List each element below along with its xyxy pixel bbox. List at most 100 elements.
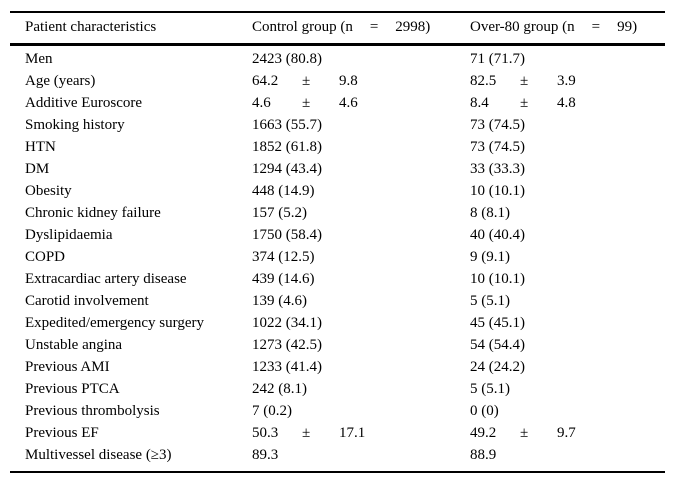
mean-value: 82.5 — [470, 72, 497, 89]
over80-value: 49.2 ±9.7 — [470, 425, 665, 442]
header-control-group-n: 2998) — [395, 19, 431, 35]
table-row: DM 1294 (43.4) 33 (33.3) — [10, 158, 665, 180]
over80-value: 40 (40.4) — [470, 226, 525, 243]
table-row: Extracardiac artery disease 439 (14.6) 1… — [10, 268, 665, 290]
mean-value: 50.3 — [252, 424, 279, 441]
plus-minus-sign: ± — [520, 424, 529, 441]
control-value: 1273 (42.5) — [252, 336, 322, 353]
control-value: 1750 (58.4) — [252, 226, 322, 243]
table-row: Previous PTCA 242 (8.1) 5 (5.1) — [10, 378, 665, 400]
table-row: Men 2423 (80.8) 71 (71.7) — [10, 48, 665, 70]
control-value: 4.6 ±4.6 — [252, 95, 470, 112]
over80-value: 54 (54.4) — [470, 336, 525, 353]
table-row: Smoking history 1663 (55.7) 73 (74.5) — [10, 114, 665, 136]
row-label: Dyslipidaemia — [25, 226, 113, 243]
table-row: HTN 1852 (61.8) 73 (74.5) — [10, 136, 665, 158]
header-over80-group: Over-80 group (n = 99) — [470, 19, 665, 36]
over80-value: 82.5 ±3.9 — [470, 73, 665, 90]
row-label: Extracardiac artery disease — [25, 270, 187, 287]
row-label: HTN — [25, 138, 56, 155]
control-value: 448 (14.9) — [252, 182, 315, 199]
over80-value: 71 (71.7) — [470, 50, 525, 67]
header-patient-characteristics: Patient characteristics — [25, 19, 157, 35]
control-value: 1233 (41.4) — [252, 358, 322, 375]
row-label: Previous EF — [25, 424, 99, 441]
header-control-group-name: Control group (n — [252, 19, 353, 35]
row-label: Previous AMI — [25, 358, 110, 375]
control-value: 7 (0.2) — [252, 402, 292, 419]
row-label: Additive Euroscore — [25, 94, 143, 111]
sd-value: 9.7 — [557, 424, 576, 441]
plus-minus-sign: ± — [302, 94, 311, 111]
over80-value: 73 (74.5) — [470, 138, 525, 155]
sd-value: 4.8 — [557, 94, 576, 111]
over80-value: 88.9 — [470, 446, 497, 463]
mean-value: 8.4 — [470, 94, 489, 111]
table-row: Obesity 448 (14.9) 10 (10.1) — [10, 180, 665, 202]
control-value: 89.3 — [252, 446, 279, 463]
control-value: 139 (4.6) — [252, 292, 307, 309]
equals-sign: = — [369, 19, 379, 35]
table-row: Previous EF 50.3 ±17.1 49.2 ±9.7 — [10, 422, 665, 444]
control-value: 2423 (80.8) — [252, 50, 322, 67]
table-row: Chronic kidney failure 157 (5.2) 8 (8.1) — [10, 202, 665, 224]
row-label: Previous PTCA — [25, 380, 120, 397]
over80-value: 0 (0) — [470, 402, 499, 419]
control-value: 439 (14.6) — [252, 270, 315, 287]
table-row: Multivessel disease (≥3) 89.3 88.9 — [10, 444, 665, 466]
sd-value: 17.1 — [339, 424, 366, 441]
over80-value: 10 (10.1) — [470, 182, 525, 199]
table-row: Age (years) 64.2 ±9.8 82.5 ±3.9 — [10, 70, 665, 92]
equals-sign: = — [591, 19, 601, 35]
sd-value: 3.9 — [557, 72, 576, 89]
row-label: Men — [25, 50, 53, 67]
mean-value: 49.2 — [470, 424, 497, 441]
plus-minus-sign: ± — [302, 72, 311, 89]
mean-value: 64.2 — [252, 72, 279, 89]
control-value: 157 (5.2) — [252, 204, 307, 221]
control-value: 1663 (55.7) — [252, 116, 322, 133]
table-body: Men 2423 (80.8) 71 (71.7) Age (years) 64… — [10, 46, 665, 471]
row-label: DM — [25, 160, 50, 177]
row-label: Carotid involvement — [25, 292, 149, 309]
patient-characteristics-table: Patient characteristics Control group (n… — [10, 11, 665, 473]
sd-value: 9.8 — [339, 72, 358, 89]
plus-minus-sign: ± — [302, 424, 311, 441]
over80-value: 8.4 ±4.8 — [470, 95, 665, 112]
row-label: Unstable angina — [25, 336, 123, 353]
table-row: Carotid involvement 139 (4.6) 5 (5.1) — [10, 290, 665, 312]
header-control-group: Control group (n = 2998) — [252, 19, 470, 36]
table-row: Expedited/emergency surgery 1022 (34.1) … — [10, 312, 665, 334]
control-value: 64.2 ±9.8 — [252, 73, 470, 90]
table-row: Previous AMI 1233 (41.4) 24 (24.2) — [10, 356, 665, 378]
row-label: Age (years) — [25, 72, 96, 89]
table-header-row: Patient characteristics Control group (n… — [10, 13, 665, 46]
row-label: Multivessel disease (≥3) — [25, 446, 172, 463]
over80-value: 24 (24.2) — [470, 358, 525, 375]
table-row: Dyslipidaemia 1750 (58.4) 40 (40.4) — [10, 224, 665, 246]
over80-value: 73 (74.5) — [470, 116, 525, 133]
row-label: Chronic kidney failure — [25, 204, 161, 221]
plus-minus-sign: ± — [520, 94, 529, 111]
control-value: 1852 (61.8) — [252, 138, 322, 155]
over80-value: 5 (5.1) — [470, 380, 510, 397]
over80-value: 33 (33.3) — [470, 160, 525, 177]
control-value: 374 (12.5) — [252, 248, 315, 265]
header-over80-group-name: Over-80 group (n — [470, 19, 575, 35]
row-label: Expedited/emergency surgery — [25, 314, 204, 331]
over80-value: 45 (45.1) — [470, 314, 525, 331]
row-label: Smoking history — [25, 116, 125, 133]
row-label: COPD — [25, 248, 66, 265]
control-value: 1294 (43.4) — [252, 160, 322, 177]
over80-value: 10 (10.1) — [470, 270, 525, 287]
over80-value: 5 (5.1) — [470, 292, 510, 309]
row-label: Previous thrombolysis — [25, 402, 160, 419]
mean-value: 4.6 — [252, 94, 271, 111]
control-value: 1022 (34.1) — [252, 314, 322, 331]
table-row: Additive Euroscore 4.6 ±4.6 8.4 ±4.8 — [10, 92, 665, 114]
control-value: 50.3 ±17.1 — [252, 425, 470, 442]
over80-value: 8 (8.1) — [470, 204, 510, 221]
table-row: Unstable angina 1273 (42.5) 54 (54.4) — [10, 334, 665, 356]
row-label: Obesity — [25, 182, 72, 199]
table-row: Previous thrombolysis 7 (0.2) 0 (0) — [10, 400, 665, 422]
